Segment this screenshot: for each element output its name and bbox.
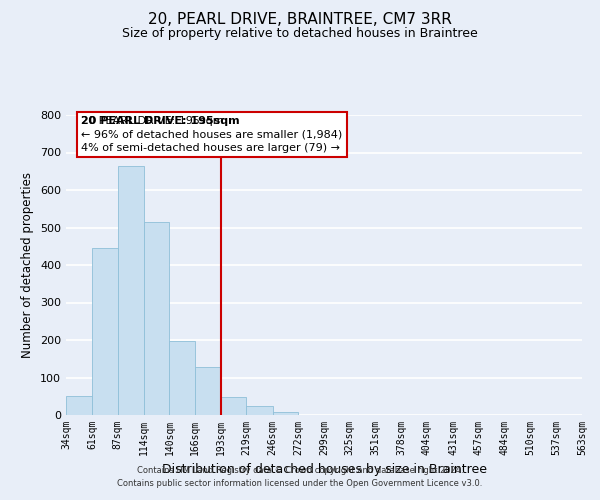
Text: 20 PEARL DRIVE: 195sqm
← 96% of detached houses are smaller (1,984)
4% of semi-d: 20 PEARL DRIVE: 195sqm ← 96% of detached…	[82, 116, 343, 153]
Text: 20, PEARL DRIVE, BRAINTREE, CM7 3RR: 20, PEARL DRIVE, BRAINTREE, CM7 3RR	[148, 12, 452, 28]
Bar	[273, 412, 298, 415]
Bar	[144, 222, 169, 415]
Y-axis label: Number of detached properties: Number of detached properties	[22, 172, 34, 358]
Bar	[66, 396, 92, 415]
Bar	[118, 166, 144, 415]
Bar	[169, 341, 195, 415]
Text: Contains HM Land Registry data © Crown copyright and database right 2024.
Contai: Contains HM Land Registry data © Crown c…	[118, 466, 482, 487]
Text: 20 PEARL DRIVE: 195sqm: 20 PEARL DRIVE: 195sqm	[82, 116, 240, 126]
Text: Size of property relative to detached houses in Braintree: Size of property relative to detached ho…	[122, 28, 478, 40]
Bar	[195, 367, 221, 415]
Bar	[247, 406, 273, 415]
Bar	[221, 398, 247, 415]
Bar	[92, 248, 118, 415]
X-axis label: Distribution of detached houses by size in Braintree: Distribution of detached houses by size …	[161, 464, 487, 476]
